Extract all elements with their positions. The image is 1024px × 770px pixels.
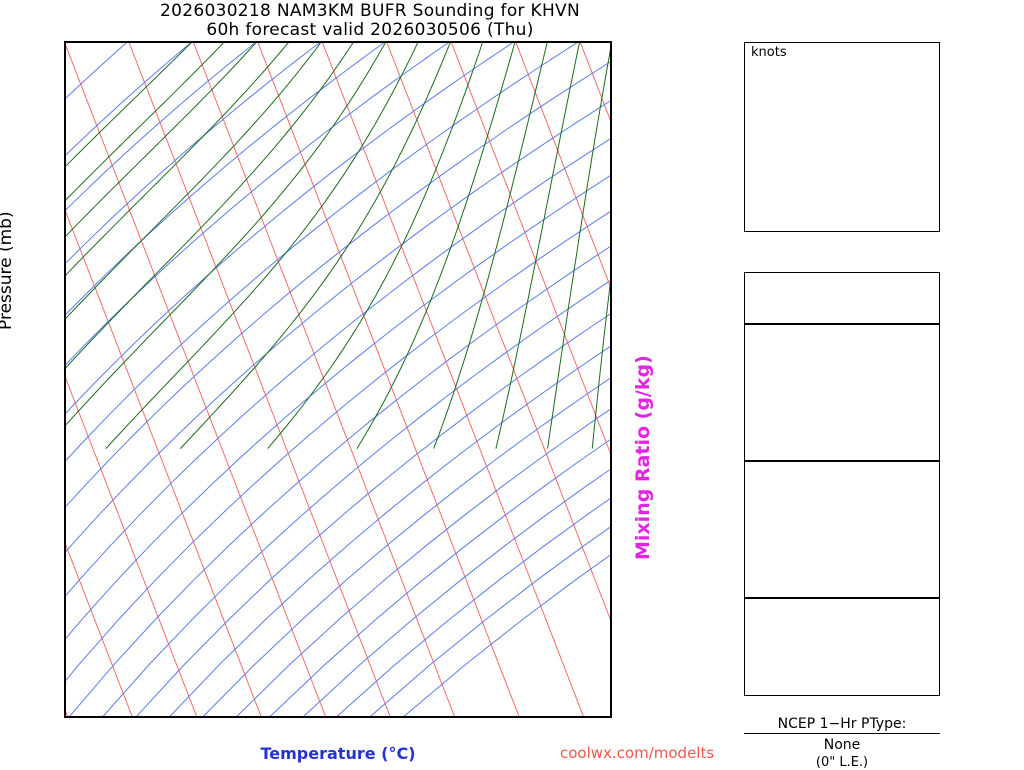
hodograph-unit-label: knots xyxy=(751,45,787,60)
most-unstable-panel xyxy=(744,461,940,598)
pressure-axis-label: Pressure (mb) xyxy=(0,211,16,330)
temperature-axis-label: Temperature (°C) xyxy=(260,744,416,763)
page-title: 2026030218 NAM3KM BUFR Sounding for KHVN xyxy=(160,1,580,21)
ptype-value: None xyxy=(823,737,861,753)
skewt-chart[interactable] xyxy=(64,41,612,718)
ptype-panel: NCEP 1−Hr PType: None (0" L.E.) xyxy=(744,716,940,770)
page-subtitle: 60h forecast valid 2026030506 (Thu) xyxy=(206,20,534,40)
indices-panel xyxy=(744,272,940,324)
hodograph-stats-panel xyxy=(744,598,940,696)
ptype-header: NCEP 1−Hr PType: xyxy=(744,716,940,734)
wind-barb-column xyxy=(640,41,710,731)
hodograph-plot[interactable]: knots xyxy=(744,42,940,232)
lowest-level-panel xyxy=(744,324,940,461)
ptype-amount: (0" L.E.) xyxy=(815,755,869,770)
credit-text: coolwx.com/modelts xyxy=(560,744,715,762)
